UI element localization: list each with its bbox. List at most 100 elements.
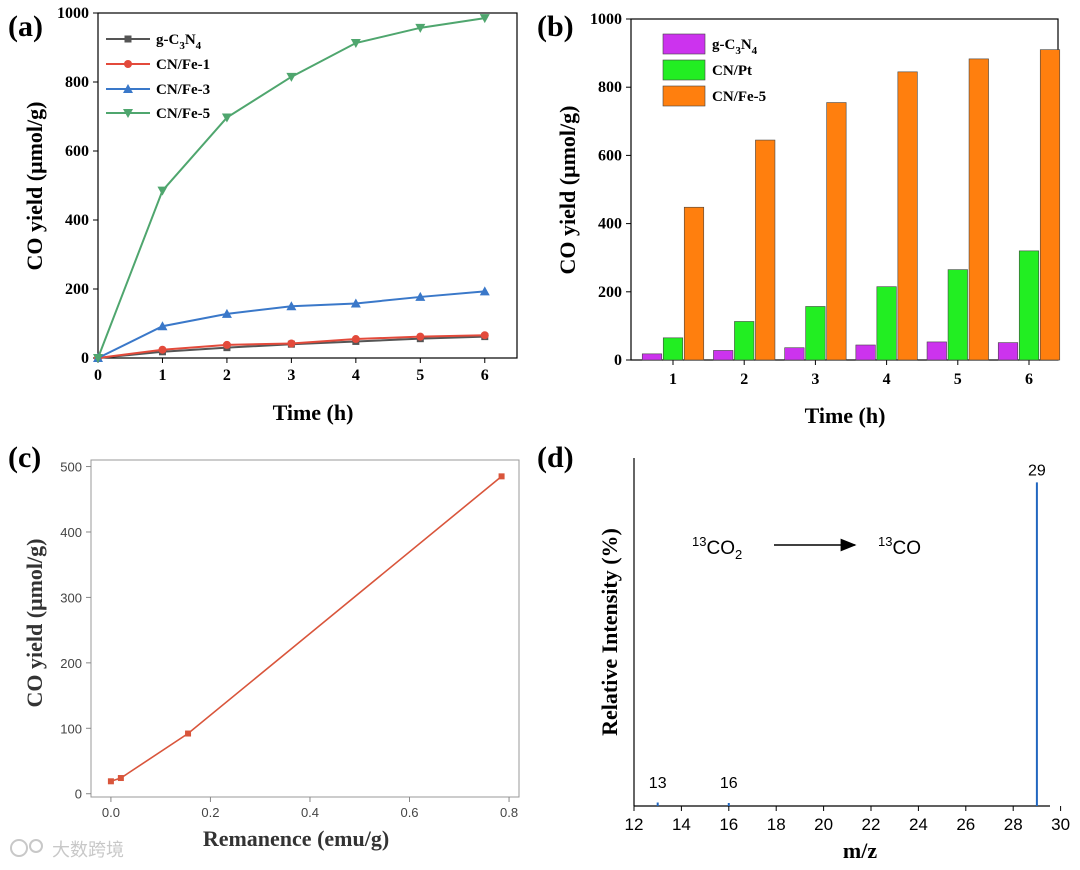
watermark-logo-icon (29, 839, 43, 853)
bar-cn-pt (734, 321, 755, 361)
x-tick-label: 1 (158, 367, 166, 384)
x-tick-label: 20 (814, 815, 833, 834)
y-tick-label: 800 (65, 74, 89, 91)
panel-a-series (93, 14, 490, 363)
bar-cn-pt (805, 306, 826, 361)
x-tick-label: 3 (811, 371, 819, 388)
bar-g-c3n4 (926, 341, 947, 361)
panel-d-label: (d) (537, 441, 574, 474)
legend-label-mid: N (741, 37, 752, 53)
data-point (351, 335, 360, 344)
panel-a-x-axis-title: Time (h) (273, 400, 354, 425)
data-point (185, 730, 192, 737)
y-tick-label: 0 (75, 787, 82, 802)
x-tick-label: 5 (416, 367, 424, 384)
bar-g-c3n4 (641, 353, 663, 361)
x-tick-label: 0.2 (201, 805, 219, 820)
legend-label-cn-pt: CN/Pt (712, 63, 752, 79)
panel-a-x-ticks: 0 1 2 3 4 5 6 (94, 358, 489, 384)
y-tick-label: 1000 (57, 5, 89, 22)
bar-g-c3n4 (997, 342, 1019, 361)
bar-cn-fe-5 (826, 102, 847, 361)
x-tick-label: 16 (719, 815, 738, 834)
y-tick-label: 200 (65, 281, 89, 298)
panel-a-legend: g-C3N4 CN/Fe-1 CN/Fe-3 CN/Fe-5 (106, 32, 210, 122)
panel-d-x-ticks: 12 14 16 18 20 22 24 26 28 30 (625, 806, 1070, 834)
y-tick-label: 400 (598, 216, 622, 233)
legend-label-sub: 3 (735, 45, 741, 57)
bar-cn-pt (1018, 250, 1040, 361)
y-tick-label: 400 (65, 212, 89, 229)
x-tick-label: 3 (287, 367, 295, 384)
reactant-subscript: 2 (735, 547, 742, 562)
legend-entry-cn-fe-1: CN/Fe-1 (106, 57, 210, 73)
peak-label: 29 (1028, 462, 1046, 479)
legend-marker-cn-fe-3 (123, 84, 133, 93)
data-point (222, 340, 231, 349)
panel-b-y-axis-title: CO yield (μmol/g) (555, 106, 580, 275)
bar-cn-fe-5 (897, 71, 918, 361)
y-tick-label: 300 (60, 590, 82, 605)
panel-c-x-ticks: 0.0 0.2 0.4 0.6 0.8 (102, 797, 518, 820)
data-point (117, 775, 124, 782)
peak-label: 13 (649, 775, 667, 792)
peak-label: 16 (720, 775, 738, 792)
data-point (350, 298, 361, 308)
x-tick-label: 26 (956, 815, 975, 834)
legend-entry-g-c3n4: g-C3N4 (106, 32, 202, 52)
watermark-logo-icon (10, 839, 28, 857)
panel-b-x-axis-title: Time (h) (805, 403, 886, 428)
data-point (157, 186, 168, 196)
x-tick-label: 1 (669, 371, 677, 388)
bar-cn-pt (947, 269, 968, 361)
data-point (498, 473, 505, 480)
bar-cn-pt (662, 337, 684, 361)
data-point (93, 354, 103, 363)
data-point (286, 301, 297, 311)
panel-c-y-ticks: 0 100 200 300 400 500 (60, 460, 91, 802)
bar-cn-fe-5 (1039, 49, 1061, 361)
watermark: 大数跨境 (10, 839, 124, 861)
legend-label-sub: 4 (752, 45, 758, 57)
watermark-text: 大数跨境 (52, 840, 124, 861)
bar-g-c3n4 (784, 347, 805, 361)
legend-marker-cn-fe-1 (124, 60, 132, 68)
legend-label-g-c3n4: g-C3N4 (156, 32, 202, 52)
reactant-isotope: 13 (692, 534, 706, 549)
y-tick-label: 0 (81, 350, 89, 367)
x-tick-label: 2 (223, 367, 231, 384)
series-line (110, 475, 503, 783)
y-tick-label: 100 (60, 721, 82, 736)
panel-a-frame (97, 12, 518, 359)
x-tick-label: 30 (1051, 815, 1070, 834)
panel-b-label: (b) (537, 10, 574, 43)
data-point (287, 339, 296, 348)
y-tick-label: 200 (598, 284, 622, 301)
panel-a-label: (a) (8, 10, 43, 43)
y-tick-label: 800 (598, 79, 622, 96)
x-tick-label: 12 (625, 815, 644, 834)
y-tick-label: 1000 (590, 11, 622, 28)
panel-d: (d) 12 14 16 18 20 22 24 26 28 30 13 16 29 m/z Rela… (537, 441, 1070, 863)
legend-swatch-cn-fe-5 (662, 85, 706, 107)
legend-entry-cn-fe-3: CN/Fe-3 (106, 82, 210, 98)
x-tick-label: 4 (883, 371, 891, 388)
panel-a-y-ticks: 0 200 400 600 800 1000 (57, 5, 98, 367)
data-point (158, 345, 167, 354)
product-13co: 13CO (878, 534, 921, 559)
data-point (157, 321, 168, 331)
legend-label-main: g-C (156, 32, 179, 48)
x-tick-label: 24 (909, 815, 928, 834)
data-point (480, 331, 489, 340)
legend-label-sub: 4 (196, 40, 202, 52)
x-tick-label: 0 (94, 367, 102, 384)
data-point (350, 39, 361, 49)
data-point (479, 286, 490, 296)
x-tick-label: 2 (740, 371, 748, 388)
panel-c-y-axis-title: CO yield (μmol/g) (22, 539, 47, 708)
bar-cn-fe-5 (755, 139, 776, 361)
reactant-13co2: 13CO2 (692, 534, 742, 562)
legend-label-mid: N (185, 32, 196, 48)
legend-entry-cn-pt: CN/Pt (662, 59, 752, 81)
